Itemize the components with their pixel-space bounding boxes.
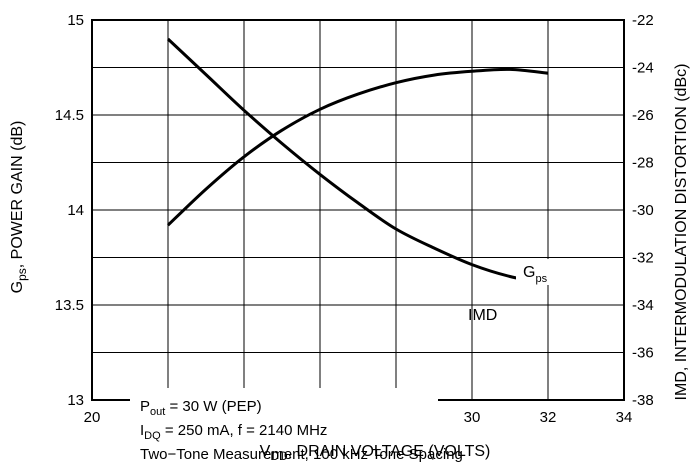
y-right-tick-label: -24 <box>632 60 654 77</box>
y-left-tick-label: 15 <box>67 12 84 29</box>
y-left-tick-label: 13 <box>67 392 84 409</box>
annotation-line-2-sub: DQ <box>144 430 161 442</box>
y-right-tick-label: -34 <box>632 297 654 314</box>
annotation-line-3: Two−Tone Measurement, 100 kHz Tone Spaci… <box>140 446 463 463</box>
x-axis-title-sub: DD <box>270 449 288 463</box>
annotation-line-2-rest: = 250 mA, f = 2140 MHz <box>161 422 328 439</box>
y-left-axis-ticks: 13 13.5 14 14.5 15 <box>55 12 84 409</box>
y-right-tick-label: -28 <box>632 155 654 172</box>
y-right-axis-ticks: -38 -36 -34 -32 -30 -28 -26 -24 -22 <box>632 12 654 409</box>
x-axis-title-main: V <box>260 443 271 460</box>
y-right-tick-label: -38 <box>632 392 654 409</box>
y-left-tick-label: 14 <box>67 202 84 219</box>
x-tick-label: 20 <box>84 409 101 426</box>
y-right-tick-label: -36 <box>632 345 654 362</box>
series-label-gps-main: G <box>523 264 535 281</box>
y-left-tick-label: 14.5 <box>55 107 84 124</box>
annotation-line-1-rest: = 30 W (PEP) <box>165 398 261 415</box>
y-right-tick-label: -26 <box>632 107 654 124</box>
y-left-axis-title-rest: , POWER GAIN (dB) <box>9 121 26 269</box>
series-label-gps: Gps <box>523 264 548 285</box>
x-tick-label: 30 <box>464 409 481 426</box>
series-line-gps <box>166 67 549 227</box>
y-right-tick-label: -32 <box>632 250 654 267</box>
annotation-line-2: IDQ = 250 mA, f = 2140 MHz <box>140 422 327 442</box>
annotation-line-1-main: P <box>140 398 150 415</box>
annotation-line-1: Pout = 30 W (PEP) <box>140 398 262 418</box>
series-line-imd <box>166 37 549 286</box>
annotation-background <box>130 388 438 466</box>
grid <box>91 19 625 401</box>
series-label-imd: IMD <box>468 307 497 324</box>
x-tick-label: 32 <box>540 409 557 426</box>
annotation-line-2-main: I <box>140 422 144 439</box>
x-axis-title: VDD, DRAIN VOLTAGE (VOLTS) <box>260 443 491 463</box>
x-tick-label: 34 <box>616 409 633 426</box>
y-left-axis-title: Gps, POWER GAIN (dB) <box>9 121 29 294</box>
annotation-line-1-sub: out <box>150 406 165 418</box>
series-label-gps-sub: ps <box>535 273 547 285</box>
y-left-axis-title-main: G <box>9 281 26 293</box>
x-axis-title-rest: , DRAIN VOLTAGE (VOLTS) <box>288 443 491 460</box>
y-right-tick-label: -22 <box>632 12 654 29</box>
gps-label-background <box>516 259 572 285</box>
y-right-tick-label: -30 <box>632 202 654 219</box>
y-left-axis-title-sub: ps <box>15 268 29 281</box>
y-right-axis-title: IMD, INTERMODULATION DISTORTION (dBc) <box>673 64 690 401</box>
series-lines <box>166 37 549 286</box>
y-left-tick-label: 13.5 <box>55 297 84 314</box>
